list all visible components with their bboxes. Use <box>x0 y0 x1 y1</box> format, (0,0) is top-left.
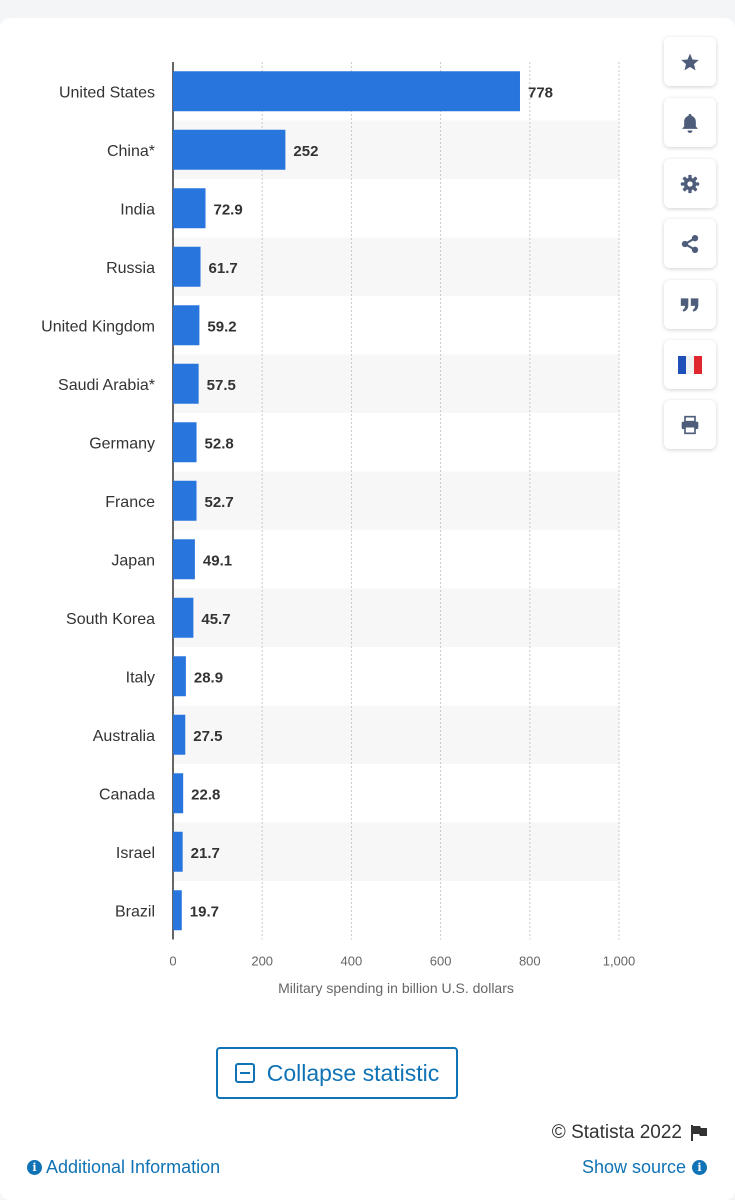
bar[interactable] <box>173 773 184 814</box>
category-label: Saudi Arabia* <box>58 377 155 394</box>
flag-icon[interactable] <box>690 1124 708 1142</box>
show-source-link[interactable]: Show source i <box>582 1157 707 1178</box>
collapse-statistic-button[interactable]: Collapse statistic <box>216 1047 458 1099</box>
bar[interactable] <box>173 480 197 521</box>
x-tick-label: 600 <box>430 954 452 969</box>
bar[interactable] <box>173 363 199 404</box>
bar[interactable] <box>173 422 197 463</box>
data-label: 52.7 <box>205 494 234 511</box>
category-label: Australia <box>93 728 155 745</box>
print-button[interactable] <box>664 400 716 449</box>
category-label: France <box>105 494 155 511</box>
bar[interactable] <box>173 890 182 931</box>
row-band <box>173 822 619 881</box>
share-icon <box>681 234 699 253</box>
bar[interactable] <box>173 305 200 346</box>
row-band <box>173 588 619 647</box>
data-label: 49.1 <box>203 552 232 569</box>
x-tick-label: 400 <box>341 954 363 969</box>
bar[interactable] <box>173 714 186 755</box>
category-label: United Kingdom <box>41 318 155 335</box>
data-label: 21.7 <box>191 845 220 862</box>
category-label: India <box>120 201 155 218</box>
row-band <box>173 471 619 530</box>
data-label: 252 <box>293 143 318 160</box>
additional-information-label: Additional Information <box>46 1157 221 1177</box>
data-label: 72.9 <box>214 201 243 218</box>
bar[interactable] <box>173 129 286 170</box>
data-label: 59.2 <box>207 318 236 335</box>
row-band <box>173 705 619 764</box>
data-label: 778 <box>528 84 553 101</box>
language-button[interactable] <box>664 340 716 389</box>
show-source-label: Show source <box>581 1157 686 1177</box>
settings-button[interactable] <box>664 159 716 208</box>
data-label: 57.5 <box>207 377 236 394</box>
collapse-label: Collapse statistic <box>266 1059 440 1086</box>
data-label: 19.7 <box>190 903 219 920</box>
category-label: Italy <box>126 669 155 686</box>
star-icon <box>681 53 699 70</box>
data-label: 22.8 <box>191 786 220 803</box>
bar[interactable] <box>173 597 194 638</box>
bell-icon <box>682 113 698 133</box>
french-flag-icon <box>678 355 702 374</box>
bar[interactable] <box>173 656 186 697</box>
category-label: Japan <box>111 552 155 569</box>
info-icon: i <box>692 1160 707 1175</box>
bar[interactable] <box>173 246 201 287</box>
category-label: Brazil <box>115 903 155 920</box>
bar[interactable] <box>173 71 520 112</box>
additional-information-link[interactable]: i Additional Information <box>27 1157 220 1178</box>
gear-icon <box>680 174 700 193</box>
x-tick-label: 0 <box>169 954 176 969</box>
copyright-text: © Statista 2022 <box>551 1122 682 1143</box>
share-button[interactable] <box>664 219 716 268</box>
category-label: United States <box>59 84 155 101</box>
bar-chart: United States China* India Russia United Kin… <box>41 62 636 996</box>
category-label: Russia <box>106 260 155 277</box>
x-axis-title: Military spending in billion U.S. dollar… <box>278 980 514 996</box>
x-tick-label: 1,000 <box>603 954 636 969</box>
bar[interactable] <box>173 831 183 872</box>
collapse-icon <box>234 1063 255 1083</box>
data-label: 45.7 <box>201 611 230 628</box>
bar[interactable] <box>173 188 206 229</box>
quote-icon <box>680 297 699 312</box>
printer-icon <box>681 415 699 434</box>
x-tick-label: 800 <box>519 954 541 969</box>
favorite-button[interactable] <box>664 37 716 86</box>
data-label: 27.5 <box>193 728 222 745</box>
category-label: South Korea <box>66 611 155 628</box>
category-label: Israel <box>116 845 155 862</box>
cite-button[interactable] <box>664 280 716 329</box>
data-label: 52.8 <box>205 435 234 452</box>
data-label: 61.7 <box>209 260 238 277</box>
copyright: © Statista 2022 <box>552 1122 708 1144</box>
category-label: Canada <box>99 786 155 803</box>
category-label: Germany <box>89 435 155 452</box>
bar[interactable] <box>173 539 195 580</box>
data-label: 28.9 <box>194 669 223 686</box>
row-band <box>173 237 619 296</box>
info-icon: i <box>27 1160 42 1175</box>
notification-button[interactable] <box>664 98 716 147</box>
row-band <box>173 354 619 413</box>
x-tick-label: 200 <box>251 954 273 969</box>
category-label: China* <box>107 143 155 160</box>
